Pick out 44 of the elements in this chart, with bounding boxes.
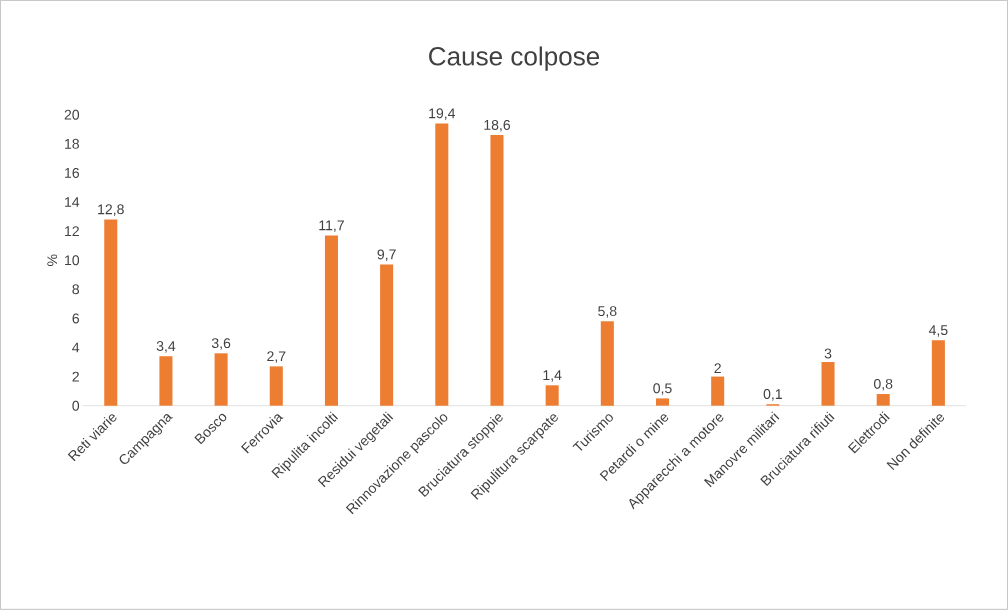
data-label: 3,6 bbox=[211, 338, 231, 350]
bar bbox=[159, 356, 173, 406]
bar bbox=[711, 376, 725, 406]
data-label: 0,5 bbox=[653, 383, 672, 395]
chart-title: Cause colpose bbox=[429, 46, 600, 71]
y-tick-label: 10 bbox=[65, 255, 80, 266]
bar bbox=[104, 219, 118, 406]
y-tick-label: 14 bbox=[65, 197, 80, 207]
data-label: 9,7 bbox=[377, 249, 396, 262]
data-label: 18,6 bbox=[484, 120, 511, 132]
y-tick-label: 16 bbox=[65, 168, 80, 179]
data-label: 11,7 bbox=[319, 220, 344, 233]
y-tick-label: 8 bbox=[72, 284, 80, 295]
bar bbox=[876, 394, 890, 406]
bar bbox=[931, 340, 945, 406]
bar bbox=[380, 264, 394, 406]
data-label: 19,4 bbox=[429, 108, 456, 121]
data-label: 5,8 bbox=[598, 306, 617, 318]
y-axis-title: % bbox=[47, 254, 58, 267]
y-tick-label: 20 bbox=[64, 109, 80, 120]
data-label: 12,8 bbox=[98, 204, 124, 217]
bar bbox=[545, 385, 559, 406]
data-label: 4,5 bbox=[928, 325, 948, 337]
data-label: 1,4 bbox=[543, 370, 562, 382]
y-tick-label: 18 bbox=[65, 139, 80, 149]
bar bbox=[435, 123, 449, 406]
y-tick-label: 6 bbox=[72, 313, 80, 324]
bar bbox=[821, 362, 835, 406]
bar bbox=[655, 398, 670, 406]
bar bbox=[324, 235, 338, 406]
data-label: 2 bbox=[714, 363, 721, 374]
data-label: 2,7 bbox=[267, 351, 286, 363]
bar bbox=[214, 353, 228, 406]
data-label: 3 bbox=[824, 348, 832, 359]
bar bbox=[490, 135, 504, 406]
bar bbox=[600, 321, 614, 406]
bar bbox=[269, 366, 283, 406]
y-tick-label: 12 bbox=[65, 226, 79, 237]
data-label: 0,8 bbox=[873, 379, 893, 391]
y-tick-label: 4 bbox=[72, 342, 80, 353]
data-label: 3,4 bbox=[156, 341, 176, 353]
data-label: 0,1 bbox=[763, 389, 782, 401]
y-tick-label: 2 bbox=[72, 371, 79, 382]
y-tick-label: 0 bbox=[72, 400, 80, 411]
